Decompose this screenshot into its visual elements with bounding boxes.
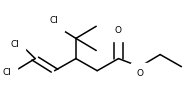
- Text: Cl: Cl: [11, 40, 20, 49]
- Text: Cl: Cl: [2, 68, 11, 77]
- Text: Cl: Cl: [50, 16, 58, 25]
- Text: O: O: [115, 26, 122, 35]
- Text: O: O: [136, 69, 143, 78]
